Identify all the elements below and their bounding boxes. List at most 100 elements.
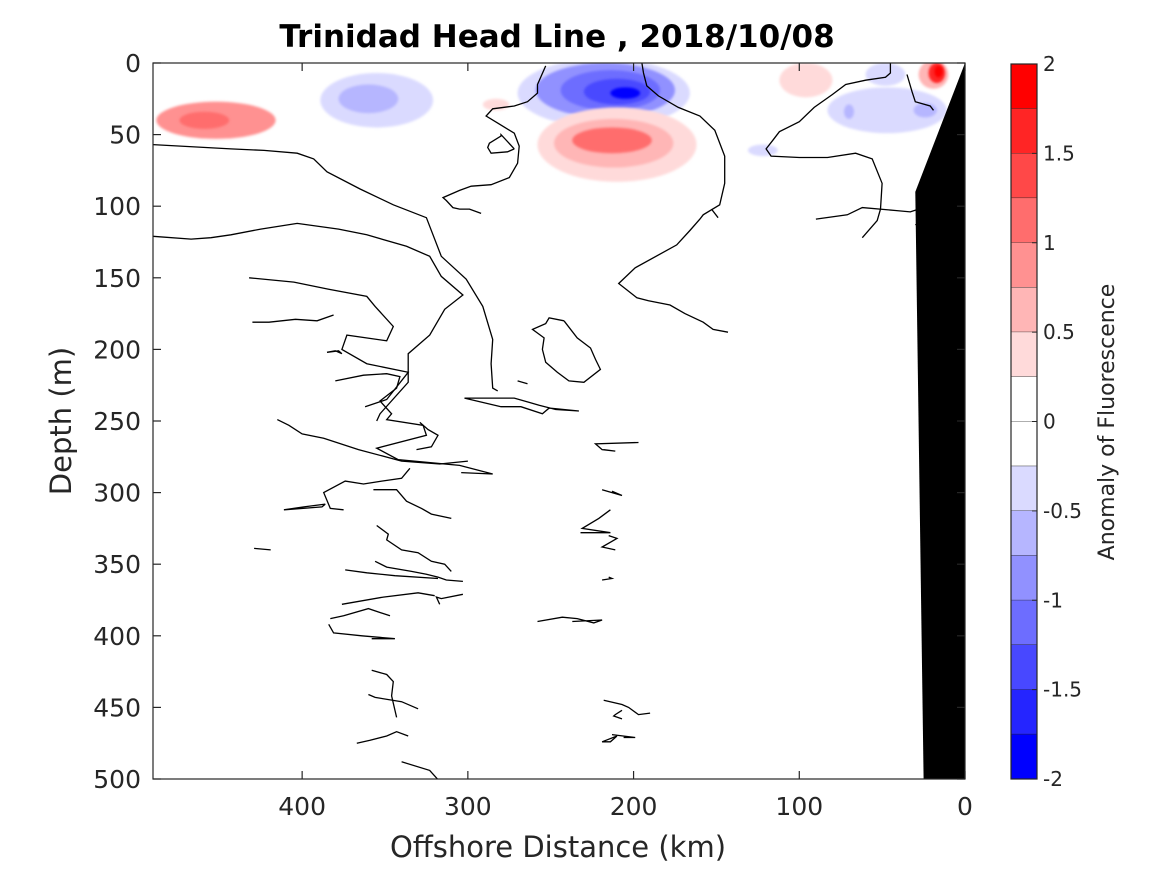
zero-contours [153, 63, 935, 779]
anomaly-patch [747, 144, 778, 157]
anomaly-patch [338, 84, 399, 114]
y-tick-label: 450 [93, 693, 141, 722]
zero-contour-line [612, 709, 623, 720]
colorbar-tick-label: 0.5 [1043, 320, 1075, 344]
zero-contour-line [249, 277, 410, 408]
colorbar-bin [1011, 376, 1037, 422]
colorbar-tick-label: -1 [1043, 588, 1063, 612]
zero-contour-line [328, 623, 395, 640]
y-tick-label: 400 [93, 622, 141, 651]
colorbar-tick-label: -2 [1043, 767, 1063, 791]
anomaly-patch [844, 104, 854, 119]
zero-contour-line [252, 314, 334, 323]
y-tick-label: 150 [93, 264, 141, 293]
zero-contour-line [593, 441, 639, 452]
zero-contour-line [601, 489, 623, 497]
colorbar-bin [1011, 108, 1037, 154]
colorbar-tick-label: -1.5 [1043, 678, 1082, 702]
colorbar-ticks: 2 1.5 1 0.5 0 -0.5 -1 -1.5 -2 [1032, 52, 1082, 791]
x-tick-label: 100 [775, 792, 823, 821]
zero-contour-line [537, 616, 603, 624]
colorbar-bin [1011, 644, 1037, 690]
land-mask [915, 63, 965, 779]
zero-contour-line [815, 206, 919, 220]
colorbar-bin [1011, 332, 1037, 377]
zero-contour-line [602, 576, 615, 581]
zero-contour-line [277, 419, 468, 465]
anomaly-patch [934, 65, 943, 78]
zero-contour-line [153, 143, 499, 392]
colorbar-bin [1011, 555, 1037, 601]
anomaly-field [156, 63, 949, 182]
y-tick-label: 350 [93, 550, 141, 579]
colorbar [1010, 63, 1038, 780]
colorbar-tick-label: 1.5 [1043, 141, 1075, 165]
anomaly-patch [610, 87, 641, 99]
y-axis: 0 50 100 150 200 250 300 350 400 450 500 [93, 49, 965, 794]
zero-contour-line [341, 592, 435, 605]
y-tick-label: 100 [93, 192, 141, 221]
zero-contour-line [906, 74, 935, 111]
colorbar-bin [1011, 287, 1037, 333]
zero-contour-line [601, 735, 618, 743]
x-tick-label: 0 [957, 792, 973, 821]
zero-contour-line [611, 733, 636, 739]
zero-contour-line [603, 699, 651, 716]
colorbar-bin [1011, 198, 1037, 243]
colorbar-bin [1011, 510, 1037, 556]
anomaly-patch [827, 87, 947, 134]
zero-contour-line [283, 503, 326, 511]
colorbar-bin [1011, 689, 1037, 735]
colorbar-tick-label: 0 [1043, 410, 1056, 434]
zero-contour-line [371, 669, 398, 718]
zero-contour-line [486, 132, 515, 154]
x-tick-label: 200 [610, 792, 658, 821]
zero-contour-line [330, 607, 391, 620]
zero-contour-line [401, 761, 439, 779]
zero-contour-line [254, 547, 271, 551]
zero-contour-line [345, 569, 439, 580]
zero-contour-line [416, 421, 439, 451]
zero-contour-line [600, 534, 619, 551]
colorbar-tick-label: 1 [1043, 231, 1056, 255]
land-shape [915, 63, 965, 779]
zero-contour-line [531, 317, 602, 383]
zero-contour-line [326, 350, 343, 355]
anomaly-patch [779, 63, 833, 98]
y-tick-label: 0 [125, 49, 141, 78]
y-axis-label: Depth (m) [44, 347, 78, 495]
zero-contour-line [441, 65, 547, 215]
zero-contour-line [580, 509, 611, 534]
colorbar-tick-label: -0.5 [1043, 499, 1082, 523]
plot-background [153, 63, 965, 779]
x-tick-label: 300 [444, 792, 492, 821]
y-tick-label: 500 [93, 765, 141, 794]
zero-contour-line [765, 63, 892, 239]
colorbar-bin [1011, 600, 1037, 645]
y-tick-label: 250 [93, 407, 141, 436]
zero-contour-line [322, 467, 411, 511]
colorbar-bin [1011, 466, 1037, 511]
x-tick-label: 400 [278, 792, 326, 821]
zero-contour-line [710, 208, 719, 219]
colorbar-bin [1011, 421, 1037, 467]
colorbar-bin [1011, 153, 1037, 199]
zero-contour-line [376, 524, 452, 572]
x-axis-label: Offshore Distance (km) [390, 830, 726, 864]
zero-contour-line [374, 560, 463, 583]
colorbar-bin [1011, 64, 1037, 109]
y-tick-label: 50 [109, 121, 141, 150]
y-tick-label: 200 [93, 335, 141, 364]
zero-contour-line [517, 380, 528, 385]
zero-contour-line [356, 730, 409, 744]
anomaly-patch [179, 111, 230, 129]
x-axis: 400 300 200 100 0 [278, 63, 973, 821]
colorbar-bin [1011, 734, 1037, 779]
colorbar-tick-label: 2 [1043, 52, 1056, 76]
zero-contour-line [373, 489, 452, 520]
zero-contour-line [435, 593, 464, 605]
anomaly-patch [865, 63, 906, 86]
plot-area [152, 62, 966, 780]
colorbar-label: Anomaly of Fluorescence [1095, 284, 1120, 561]
